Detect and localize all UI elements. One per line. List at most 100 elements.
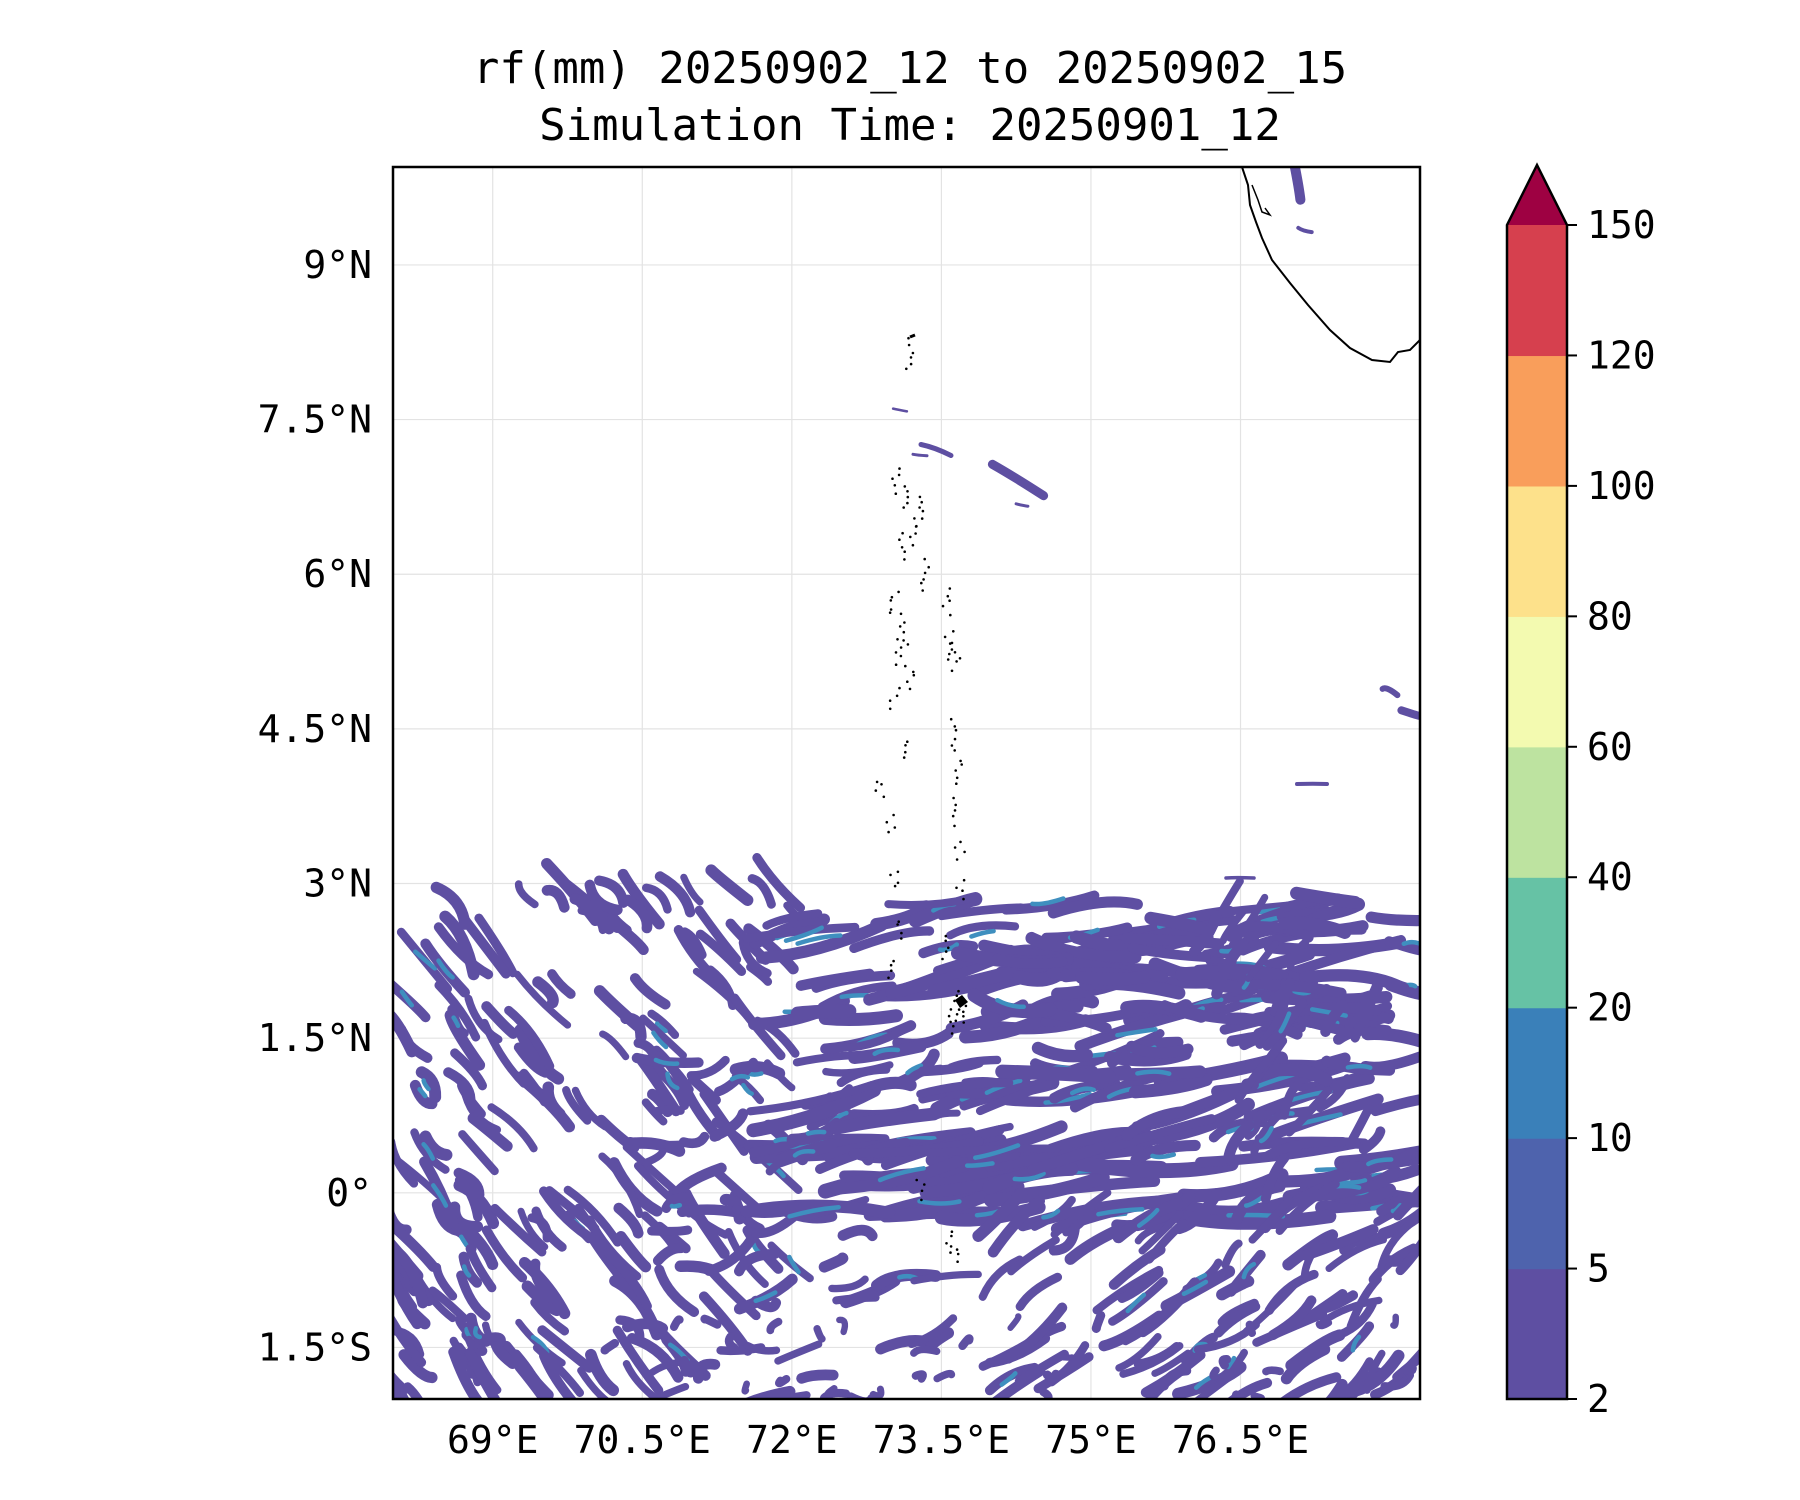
island-dot <box>950 648 954 651</box>
island-dot <box>906 490 909 493</box>
rain-cell <box>1135 1069 1172 1076</box>
rain-cell <box>1285 1086 1333 1137</box>
lon-tick-label: 70.5°E <box>574 1418 711 1462</box>
rain-cell <box>1226 1377 1273 1399</box>
rain-cell <box>1015 1272 1063 1312</box>
rain-cell <box>530 1298 570 1336</box>
rain-cell <box>615 1231 652 1273</box>
rain-cell <box>805 1129 827 1136</box>
rain-cell <box>987 459 1049 501</box>
colorbar-segment <box>1507 485 1567 617</box>
rain-cell <box>751 1211 799 1239</box>
lat-tick-label: 9°N <box>303 243 372 287</box>
lon-tick-label: 72°E <box>746 1418 838 1462</box>
island-dot <box>906 680 909 683</box>
rain-cell <box>532 1343 584 1397</box>
rain-cell <box>741 1380 750 1395</box>
rain-cell <box>987 1195 1045 1258</box>
island-dot <box>950 669 954 673</box>
island-dot <box>906 643 910 646</box>
rain-cell <box>1012 1171 1046 1182</box>
rain-cell <box>490 1203 547 1257</box>
rain-cell <box>1260 1153 1290 1204</box>
island-dot <box>952 630 955 633</box>
rain-cell <box>1181 1279 1209 1297</box>
rain-cell <box>1115 1333 1162 1372</box>
rain-cell <box>755 919 888 964</box>
island-dot <box>890 595 894 599</box>
rain-cell <box>747 874 776 909</box>
rain-cell <box>741 1082 754 1096</box>
rain-cell <box>1319 1296 1383 1326</box>
rain-cell <box>1395 1237 1420 1276</box>
rain-cell <box>415 1066 442 1104</box>
longitude-ticks: 69°E 70.5°E 72°E 73.5°E 75°E 76.5°E <box>447 1418 1309 1462</box>
rain-cell <box>1309 1007 1348 1018</box>
rain-cell <box>413 949 438 971</box>
lat-tick-label: 1.5°N <box>258 1016 372 1060</box>
rain-cell <box>457 1080 486 1119</box>
rain-cell <box>709 1108 749 1142</box>
rain-cell <box>585 1348 620 1397</box>
rain-cell <box>451 1015 461 1029</box>
rain-cell <box>686 1055 730 1080</box>
island-dot <box>941 604 945 608</box>
rain-cell <box>474 913 518 978</box>
island-dot <box>892 813 895 817</box>
rain-cell <box>925 1144 1061 1158</box>
island-dot <box>953 809 957 812</box>
rain-cell <box>829 1107 941 1135</box>
island-dot <box>953 725 957 728</box>
rain-cell <box>743 923 799 975</box>
rain-cell <box>517 1207 549 1251</box>
rain-cell <box>669 1315 684 1331</box>
rain-cell <box>398 1349 438 1384</box>
lat-tick-label: 1.5°S <box>258 1325 372 1369</box>
island-dot <box>906 740 909 743</box>
colorbar-segment <box>1507 1007 1567 1139</box>
island-dot <box>953 824 956 828</box>
rain-cell <box>991 953 1068 969</box>
rain-cell <box>744 1342 781 1355</box>
rain-cell <box>1188 910 1222 957</box>
rain-cell <box>848 1039 927 1065</box>
rain-cell <box>1358 1126 1386 1155</box>
island-dot <box>920 500 923 504</box>
colorbar-extend-max <box>1507 165 1567 225</box>
rain-cell <box>766 1317 783 1335</box>
rain-cell <box>824 1385 838 1397</box>
rain-cell <box>487 1103 538 1153</box>
rain-cell <box>918 442 954 458</box>
island-dot <box>905 367 908 371</box>
island-dot <box>954 1019 958 1023</box>
rain-cell <box>1299 969 1410 995</box>
colorbar-label: 80 <box>1587 594 1633 638</box>
rain-cell <box>1278 1011 1292 1034</box>
rain-cell <box>612 1325 664 1395</box>
rain-cell <box>603 1248 652 1311</box>
island-dot <box>896 923 899 926</box>
rain-cell <box>1150 1152 1177 1160</box>
rain-cell <box>752 853 806 913</box>
rain-cell <box>916 1078 1014 1099</box>
island-dot <box>904 750 907 754</box>
rain-cell <box>1221 1239 1243 1269</box>
rain-cell <box>1138 1210 1184 1255</box>
island-dot <box>950 1032 954 1035</box>
rain-cell <box>622 1360 663 1399</box>
island-dot <box>951 814 955 818</box>
rain-cell <box>598 1152 644 1219</box>
island-dot <box>889 599 893 602</box>
rain-cell <box>461 1264 472 1278</box>
rain-cell <box>393 1246 429 1309</box>
rain-cell <box>1159 1000 1256 1026</box>
rain-cell <box>1300 1241 1322 1279</box>
rain-cell <box>937 903 1026 921</box>
island-dot <box>953 999 956 1003</box>
island-dot <box>956 1260 959 1263</box>
rain-cell <box>848 1136 984 1159</box>
island-dot <box>906 495 910 499</box>
rain-cell <box>1279 1372 1342 1399</box>
rain-cell <box>978 1335 1039 1371</box>
island-dot <box>896 870 900 874</box>
